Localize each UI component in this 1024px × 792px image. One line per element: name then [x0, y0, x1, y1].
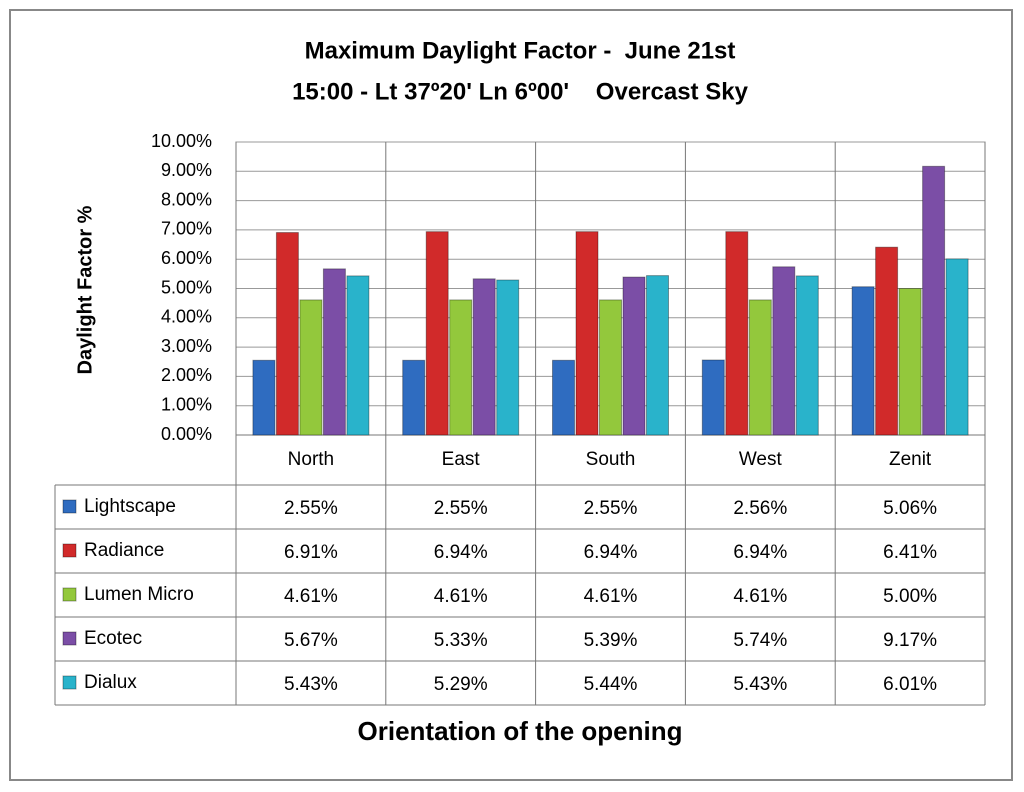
bar [425, 231, 449, 436]
x-tick-label: Zenit [889, 449, 932, 470]
bar [898, 288, 922, 436]
bar [646, 275, 669, 436]
bar [701, 359, 725, 436]
data-label: 6.94% [434, 542, 488, 563]
chart-title: Maximum Daylight Factor - June 21st [305, 37, 736, 64]
bar [575, 231, 599, 436]
data-label: 5.67% [284, 630, 338, 651]
y-tick-label: 3.00% [161, 336, 212, 356]
legend-label: Lumen Micro [84, 584, 194, 605]
data-label: 4.61% [733, 586, 787, 607]
bar [472, 278, 496, 436]
data-label: 5.29% [434, 674, 488, 695]
bar [449, 299, 473, 436]
bar [346, 275, 370, 436]
legend-label: Ecotec [84, 628, 142, 649]
data-label: 5.43% [284, 674, 338, 695]
bar [772, 266, 796, 436]
y-tick-label: 8.00% [161, 189, 212, 209]
x-tick-label: North [288, 449, 334, 470]
data-label: 2.55% [284, 498, 338, 519]
y-tick-label: 0.00% [161, 424, 212, 444]
y-tick-label: 6.00% [161, 248, 212, 268]
data-label: 6.91% [284, 542, 338, 563]
y-tick-label: 1.00% [161, 394, 212, 414]
bar [622, 276, 646, 436]
legend-key [62, 543, 77, 558]
legend-label: Dialux [84, 672, 137, 693]
bar [795, 275, 819, 436]
bar [945, 258, 969, 436]
bar [552, 359, 575, 436]
legend-key [62, 675, 77, 690]
x-axis-title: Orientation of the opening [358, 716, 683, 746]
y-tick-label: 5.00% [161, 277, 212, 297]
y-axis-title: Daylight Factor % [74, 205, 96, 374]
legend-key [62, 631, 77, 646]
data-label: 6.94% [584, 542, 638, 563]
y-tick-label: 2.00% [161, 365, 212, 385]
bar [851, 286, 875, 436]
y-tick-label: 4.00% [161, 307, 212, 327]
data-label: 4.61% [584, 586, 638, 607]
data-label: 6.41% [883, 542, 937, 563]
data-label: 2.56% [733, 498, 787, 519]
legend-key [62, 587, 77, 602]
data-label: 5.00% [883, 586, 937, 607]
data-label: 2.55% [434, 498, 488, 519]
data-label: 6.94% [733, 542, 787, 563]
legend-key [62, 499, 77, 514]
data-label: 6.01% [883, 674, 937, 695]
legend-label: Radiance [84, 540, 164, 561]
bar [922, 165, 946, 436]
bar [875, 246, 899, 436]
bar [496, 279, 520, 436]
bar [748, 299, 772, 436]
data-label: 5.39% [584, 630, 638, 651]
data-label: 2.55% [584, 498, 638, 519]
data-label: 5.44% [584, 674, 638, 695]
data-label: 5.33% [434, 630, 488, 651]
legend-label: Lightscape [84, 496, 176, 517]
bar [252, 359, 276, 436]
bar [599, 299, 622, 436]
data-label: 5.06% [883, 498, 937, 519]
data-label: 5.43% [733, 674, 787, 695]
data-label: 4.61% [434, 586, 488, 607]
x-tick-label: South [586, 449, 636, 470]
data-label: 4.61% [284, 586, 338, 607]
x-tick-label: West [739, 449, 783, 470]
bar [322, 268, 346, 436]
bar [725, 231, 749, 436]
data-label: 9.17% [883, 630, 937, 651]
x-tick-label: East [442, 449, 481, 470]
chart-subtitle: 15:00 - Lt 37º20' Ln 6º00' Overcast Sky [292, 78, 749, 105]
y-tick-label: 9.00% [161, 160, 212, 180]
bar [299, 299, 323, 436]
data-label: 5.74% [733, 630, 787, 651]
bar [402, 359, 426, 436]
y-tick-label: 10.00% [151, 131, 212, 151]
bar [275, 232, 299, 436]
y-tick-label: 7.00% [161, 219, 212, 239]
